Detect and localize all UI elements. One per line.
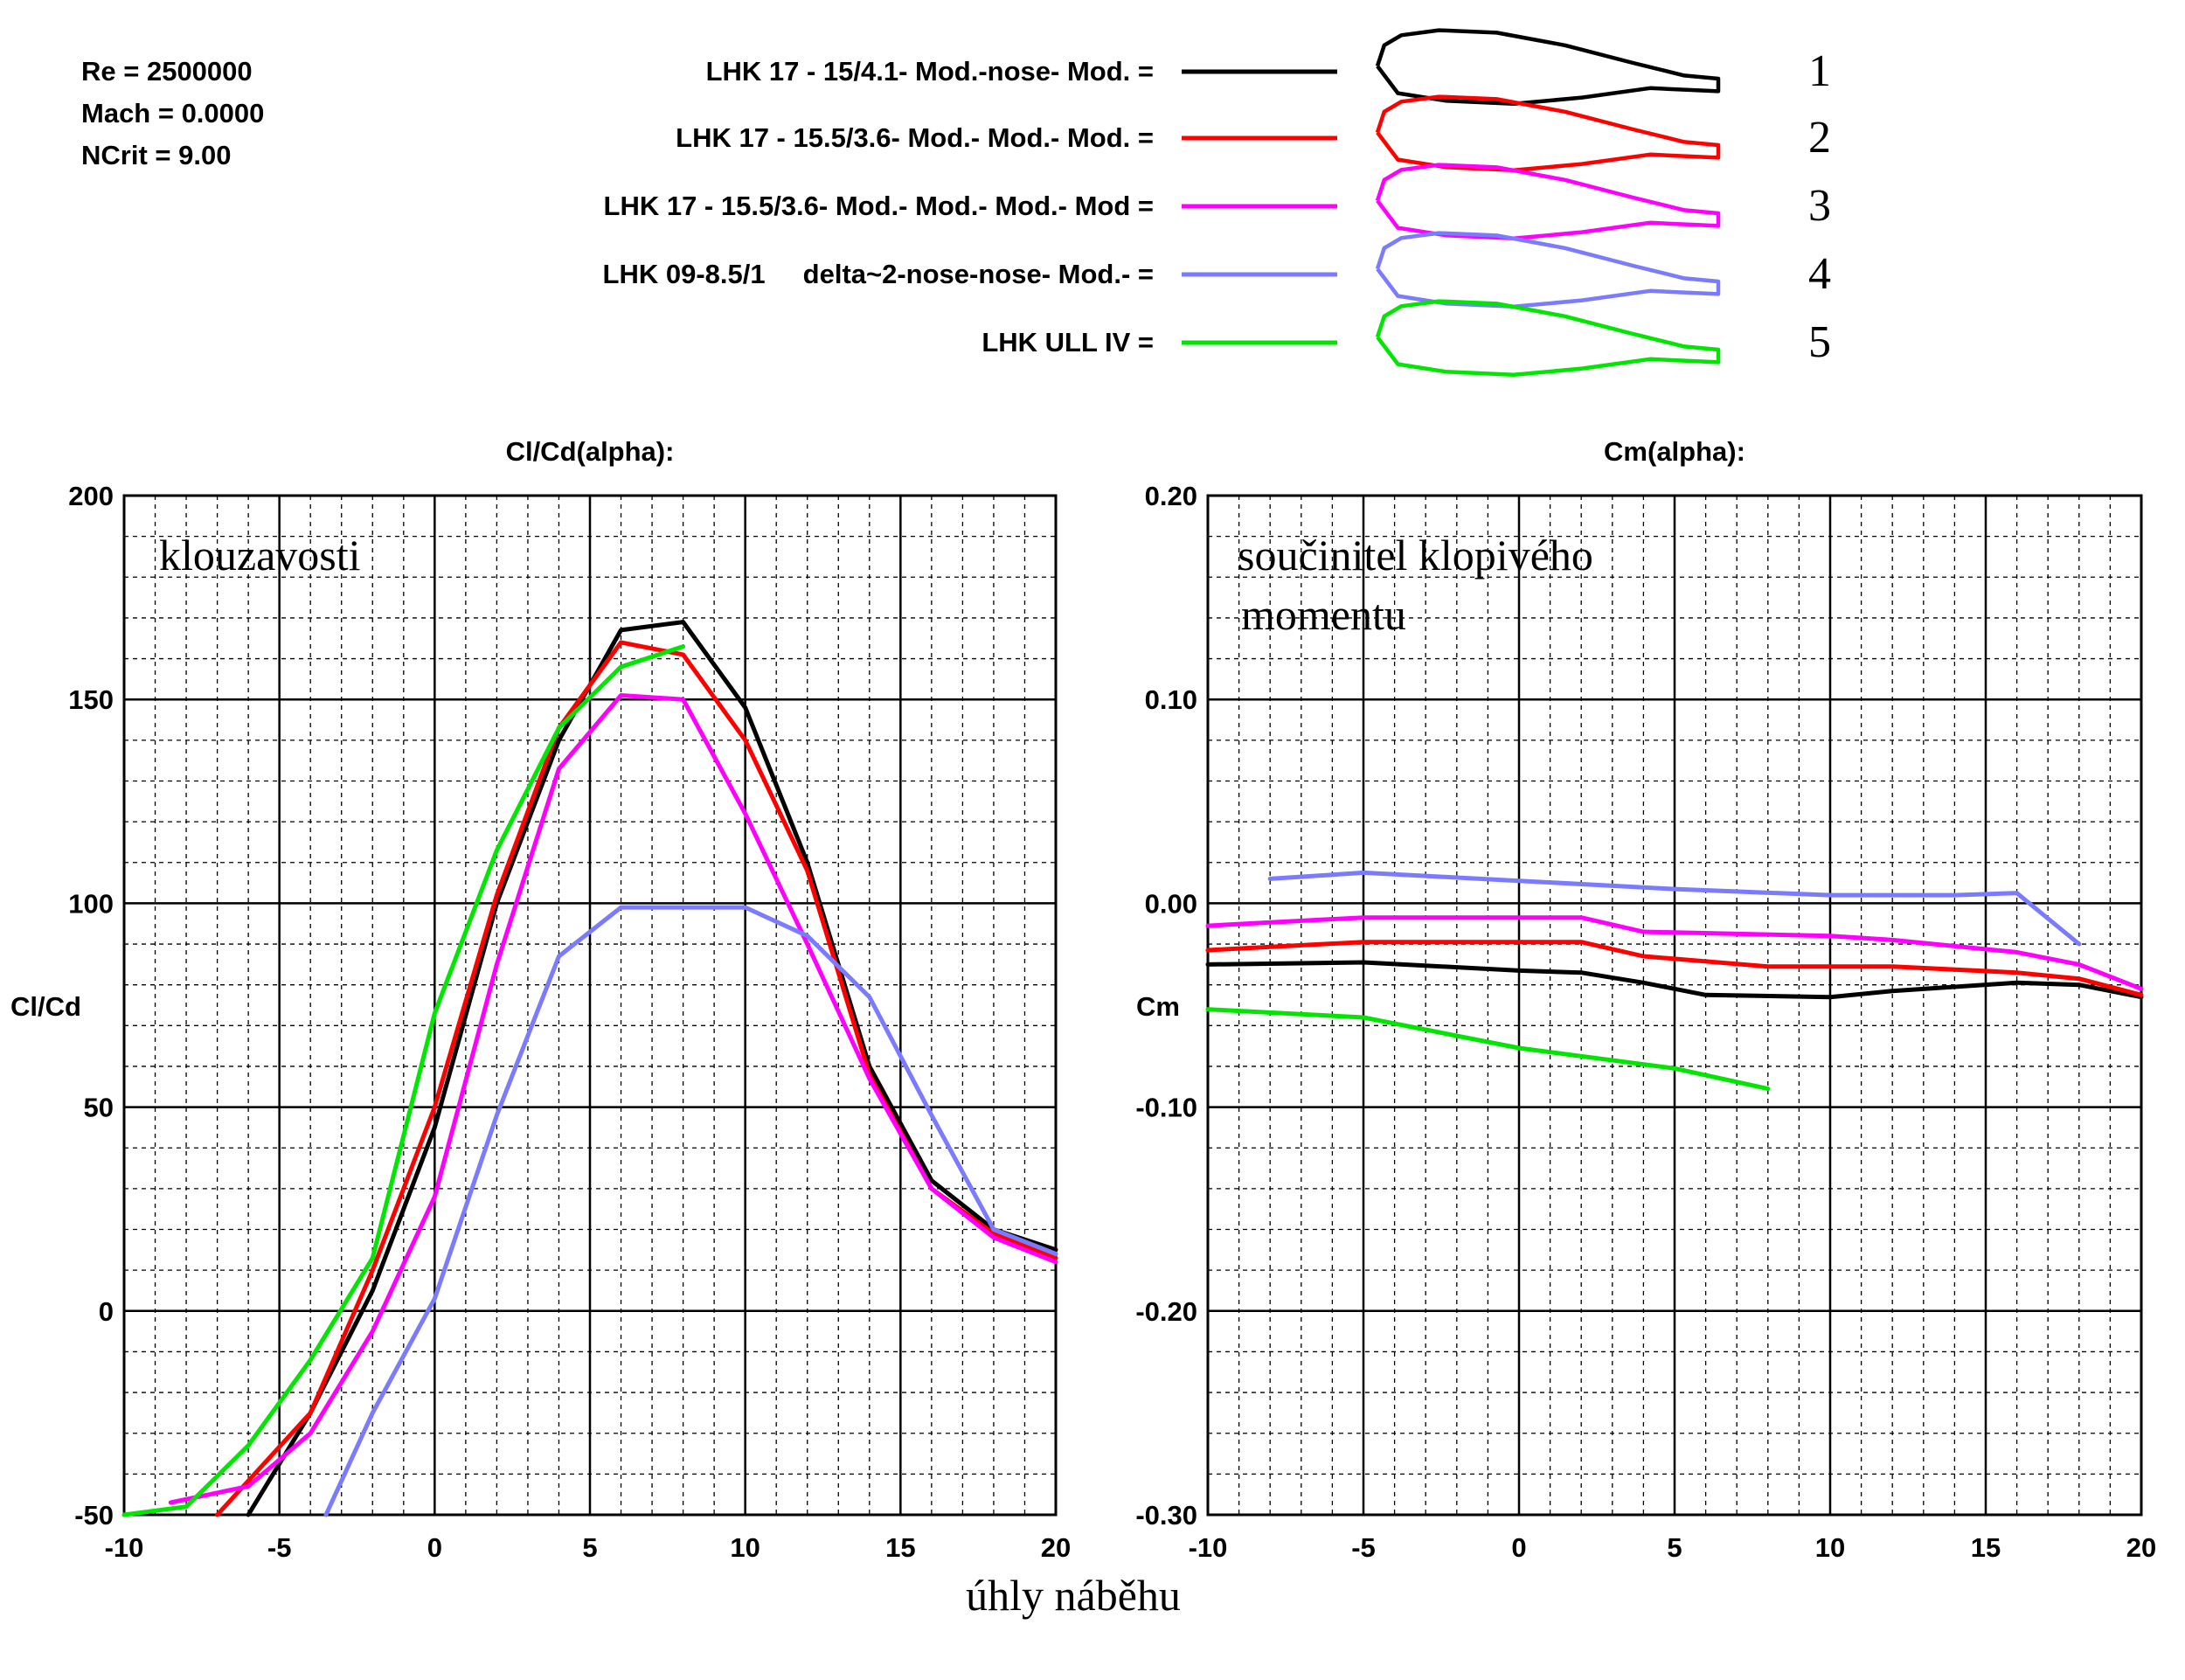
x-tick-label: 20 <box>2126 1532 2156 1563</box>
x-tick-label: -10 <box>105 1532 144 1563</box>
chart-annotation: klouzavosti <box>159 531 361 580</box>
y-tick-label: 0 <box>99 1296 114 1327</box>
y-tick-label: 100 <box>68 888 114 919</box>
y-tick-label: 200 <box>68 481 114 511</box>
airfoil-outline-icon <box>1375 94 1721 173</box>
plot-frame <box>122 494 1058 1517</box>
y-tick-label: -0.20 <box>1135 1296 1197 1327</box>
legend-entry: LHK 09-8.5/1 delta~2-nose-nose- Mod.- = 4 <box>603 231 1831 309</box>
y-tick-label: 50 <box>84 1093 114 1123</box>
mach-number: Mach = 0.0000 <box>81 98 264 128</box>
x-tick-label: 10 <box>1815 1532 1845 1563</box>
series-line-1 <box>1205 960 2144 1000</box>
legend-label: LHK 09-8.5/1 delta~2-nose-nose- Mod.- = <box>603 259 1154 289</box>
legend-label: LHK 17 - 15.5/3.6- Mod.- Mod.- Mod.- Mod… <box>604 191 1154 221</box>
x-tick-label: 5 <box>1667 1532 1682 1563</box>
chart-annotation-line-2: momentu <box>1241 590 1406 639</box>
grid <box>122 494 1058 1517</box>
airfoil-outline-icon <box>1375 163 1721 241</box>
legend-label: LHK 17 - 15.5/3.6- Mod.- Mod.- Mod. = <box>676 122 1154 153</box>
y-tick-label: 0.00 <box>1145 888 1197 919</box>
x-tick-label: -5 <box>267 1532 292 1563</box>
x-tick-label: 10 <box>730 1532 760 1563</box>
x-tick-label: 20 <box>1041 1532 1071 1563</box>
y-axis-label: Cl/Cd <box>10 991 81 1022</box>
legend-number: 1 <box>1808 46 1831 96</box>
legend-label: LHK 17 - 15/4.1- Mod.-nose- Mod. = <box>706 56 1154 87</box>
x-tick-label: 5 <box>582 1532 597 1563</box>
airfoil-outline-icon <box>1375 299 1721 378</box>
series-line-1 <box>246 620 1058 1517</box>
legend-number: 2 <box>1808 113 1831 163</box>
series-group <box>1205 870 2144 1092</box>
legend-label: LHK ULL IV = <box>982 327 1154 358</box>
airfoil-outline-icon <box>1375 28 1721 107</box>
x-tick-label: 0 <box>427 1532 442 1563</box>
series-line-5 <box>121 644 686 1517</box>
series-line-3 <box>1205 915 2144 991</box>
legend-entry: LHK ULL IV = 5 <box>982 299 1831 378</box>
chart-title: Cm(alpha): <box>1604 436 1745 467</box>
y-tick-label: -0.30 <box>1135 1500 1197 1531</box>
x-tick-label: -5 <box>1351 1532 1376 1563</box>
series-line-4 <box>1267 870 2082 947</box>
ncrit-value: NCrit = 9.00 <box>81 140 231 170</box>
x-tick-label: 15 <box>1971 1532 2001 1563</box>
x-tick-label: -10 <box>1189 1532 1228 1563</box>
legend-entry: LHK 17 - 15/4.1- Mod.-nose- Mod. = 1 <box>706 28 1831 107</box>
flow-conditions: Re = 2500000 Mach = 0.0000 NCrit = 9.00 <box>81 56 264 170</box>
cm-alpha-chart: Cm(alpha): součinitel klopivého momentu … <box>1135 436 2156 1563</box>
series-line-2 <box>1205 940 2144 997</box>
grid <box>1206 494 2143 1517</box>
chart-annotation-line-1: součinitel klopivého <box>1238 531 1593 580</box>
y-tick-label: -50 <box>74 1500 114 1531</box>
legend-entry: LHK 17 - 15.5/3.6- Mod.- Mod.- Mod. = 2 <box>676 94 1831 173</box>
legend-number: 5 <box>1808 317 1831 367</box>
legend-entry: LHK 17 - 15.5/3.6- Mod.- Mod.- Mod.- Mod… <box>604 163 1831 241</box>
x-tick-label: 0 <box>1511 1532 1526 1563</box>
plot-frame <box>1206 494 2143 1517</box>
airfoil-outline-icon <box>1375 231 1721 309</box>
series-line-3 <box>168 693 1058 1505</box>
reynolds-number: Re = 2500000 <box>81 56 253 87</box>
clcd-alpha-chart: Cl/Cd(alpha): klouzavosti Cl/Cd -10 -5 0 5 1… <box>10 436 1071 1563</box>
y-tick-label: 0.20 <box>1145 481 1197 511</box>
chart-title: Cl/Cd(alpha): <box>506 436 675 467</box>
y-tick-label: 0.10 <box>1145 684 1197 715</box>
y-tick-label: -0.10 <box>1135 1093 1197 1123</box>
x-axis-caption: úhly náběhu <box>966 1571 1181 1620</box>
x-tick-label: 15 <box>885 1532 915 1563</box>
legend-number: 4 <box>1808 249 1831 299</box>
series-group <box>121 620 1058 1517</box>
tick-labels: -10 -5 0 5 10 15 20 -0.30 -0.20 -0.10 0.00 0.10 0.20 <box>1135 481 2156 1563</box>
series-line-5 <box>1205 1007 1771 1092</box>
y-tick-label: 150 <box>68 684 114 715</box>
y-axis-label: Cm <box>1136 991 1180 1022</box>
series-line-4 <box>323 905 1058 1517</box>
legend-number: 3 <box>1808 181 1831 231</box>
